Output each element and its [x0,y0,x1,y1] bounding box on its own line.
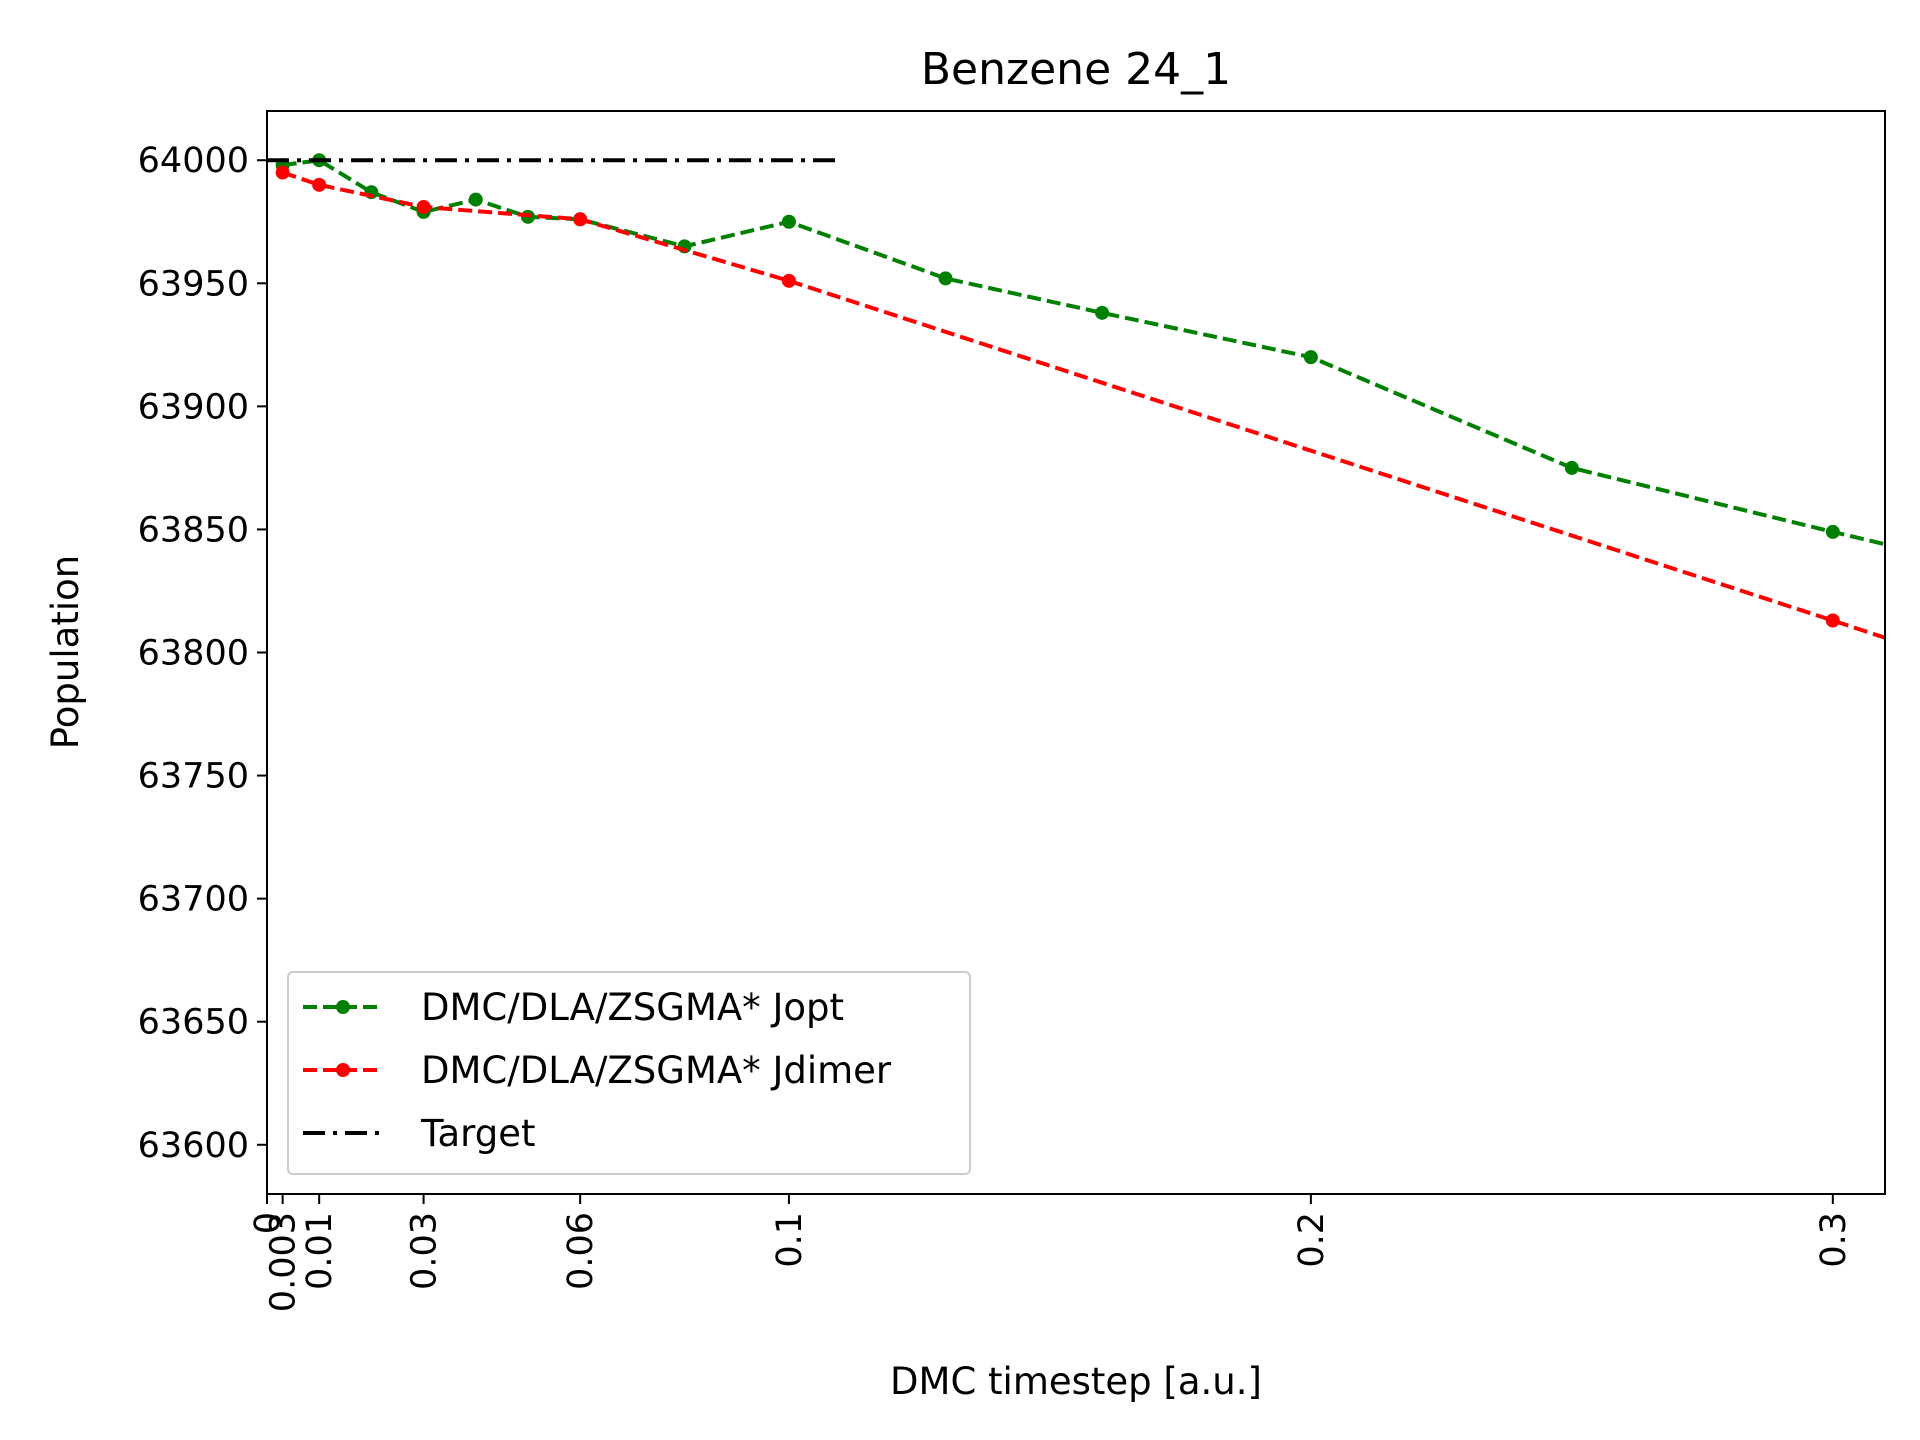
x-axis-label: DMC timestep [a.u.] [890,1360,1262,1403]
x-tick-label: 0.2 [1292,1212,1332,1268]
legend-label-2: Target [420,1112,535,1155]
y-tick-label: 63950 [138,264,249,304]
x-tick-label: 0.06 [561,1212,601,1290]
y-tick-label: 63750 [138,757,249,797]
x-tick-label: 0 [248,1212,288,1234]
y-axis: 63600 63650 63700 63750 63800 63850 63900 63950… [138,141,267,1166]
chart-title: Benzene 24_1 [921,44,1231,95]
series-point-0 [1564,460,1579,475]
legend-label-0: DMC/DLA/ZSGMA* Jopt [421,986,844,1029]
y-axis-label: Population [44,555,87,749]
y-tick-label: 63650 [138,1003,249,1043]
y-tick-label: 63900 [138,387,249,427]
legend-label-1: DMC/DLA/ZSGMA* Jdimer [421,1049,892,1092]
series-line-1 [282,170,1885,640]
series-point-1 [275,165,290,180]
series-point-1 [416,199,431,214]
series-layer [267,153,1885,640]
x-tick-label: 0.3 [1814,1212,1854,1268]
series-point-1 [573,212,588,227]
y-tick-label: 63800 [138,634,249,674]
series-point-0 [1095,305,1110,320]
series-point-0 [781,214,796,229]
x-tick-label: 0.01 [300,1212,340,1290]
x-tick-label: 0.1 [770,1212,810,1268]
series-point-1 [312,177,327,192]
y-tick-label: 63600 [138,1126,249,1166]
legend-marker-1 [336,1063,350,1077]
legend: DMC/DLA/ZSGMA* Jopt DMC/DLA/ZSGMA* Jdimer… [287,971,971,1175]
series-point-0 [1303,350,1318,365]
series-point-1 [781,273,796,288]
series-point-1 [1825,613,1840,628]
series-point-0 [938,271,953,286]
legend-box [287,971,971,1175]
legend-marker-0 [336,1000,350,1014]
y-tick-label: 64000 [138,141,249,181]
x-tick-label: 0.003 [264,1212,304,1312]
y-tick-label: 63700 [138,880,249,920]
x-tick-label: 0.03 [405,1212,445,1290]
series-point-0 [1825,524,1840,539]
series-point-0 [468,192,483,207]
y-tick-label: 63850 [138,510,249,550]
